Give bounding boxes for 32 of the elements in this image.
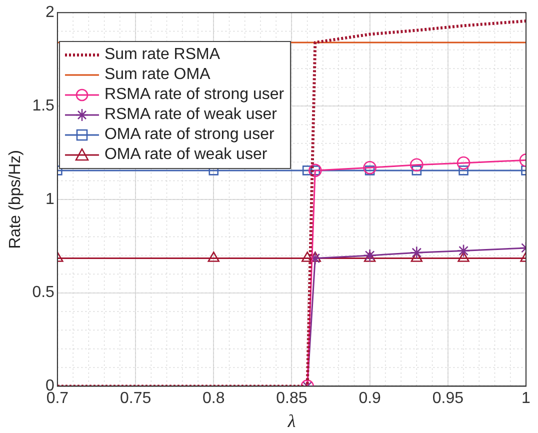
x-tick-label: 0.9	[358, 390, 382, 408]
legend-label: RSMA rate of strong user	[104, 84, 284, 105]
x-tick-label: 0.8	[202, 390, 225, 408]
x-tick-label: 0.95	[432, 390, 464, 408]
point	[308, 252, 322, 265]
x-tick-label: 0.85	[276, 390, 308, 408]
y-tick-label: 2	[46, 4, 55, 22]
point	[309, 252, 321, 262]
y-tick-label: 1.5	[32, 97, 55, 114]
legend-label: OMA rate of weak user	[104, 144, 268, 165]
legend-label: OMA rate of strong user	[104, 124, 274, 145]
legend-label: RSMA rate of weak user	[104, 104, 277, 125]
point	[363, 160, 376, 174]
point	[208, 252, 220, 262]
y-tick-label: 1	[46, 190, 55, 208]
x-tick-label: 1	[522, 390, 531, 408]
legend-label: Sum rate RSMA	[104, 44, 220, 65]
point	[456, 156, 470, 170]
point	[456, 244, 470, 258]
point	[458, 252, 470, 262]
point	[302, 166, 312, 176]
legend-label: Sum rate OMA	[104, 64, 210, 85]
y-axis-title: Rate (bps/Hz)	[7, 150, 24, 249]
y-tick-label: 0.5	[32, 284, 55, 302]
point	[364, 252, 376, 262]
point	[458, 166, 468, 176]
x-tick-label: 0.75	[120, 390, 152, 408]
point	[410, 158, 424, 172]
point	[364, 166, 375, 176]
point	[410, 246, 424, 260]
x-axis-title: λ	[286, 410, 296, 431]
point	[412, 166, 422, 176]
